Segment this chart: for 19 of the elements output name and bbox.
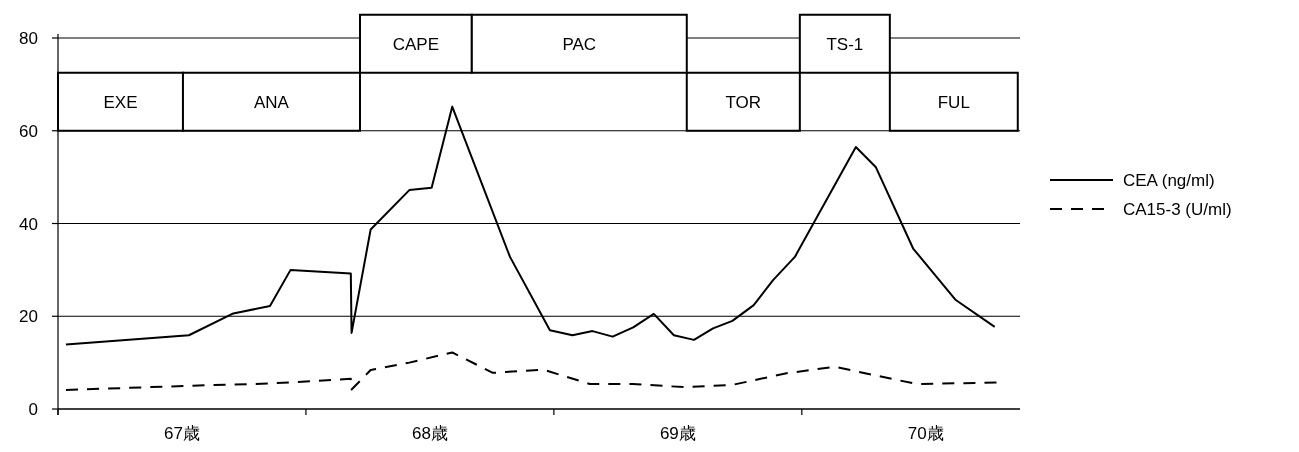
band-label: FUL	[937, 92, 970, 112]
x-tick-label: 69歳	[659, 424, 696, 443]
y-tick-label: 80	[19, 29, 38, 48]
band-label: PAC	[562, 34, 597, 54]
legend-label: CA15-3 (U/ml)	[1123, 200, 1232, 219]
line-series	[64, 351, 998, 391]
y-tick-label: 20	[19, 307, 38, 327]
band-label: CAPE	[392, 34, 440, 54]
band-label: ANA	[253, 92, 290, 112]
band-label: TOR	[725, 92, 762, 112]
y-tick-label: 60	[19, 121, 38, 141]
band-label: EXE	[103, 92, 138, 112]
y-tick-label: 0	[28, 400, 38, 419]
x-tick-label: 70歳	[907, 424, 944, 443]
band-label: TS-1	[826, 34, 864, 54]
x-tick-label: 67歳	[164, 424, 200, 443]
y-tick-label: 40	[19, 214, 38, 234]
legend-label: CEA (ng/ml)	[1123, 171, 1215, 190]
x-tick-label: 68歳	[411, 424, 448, 443]
